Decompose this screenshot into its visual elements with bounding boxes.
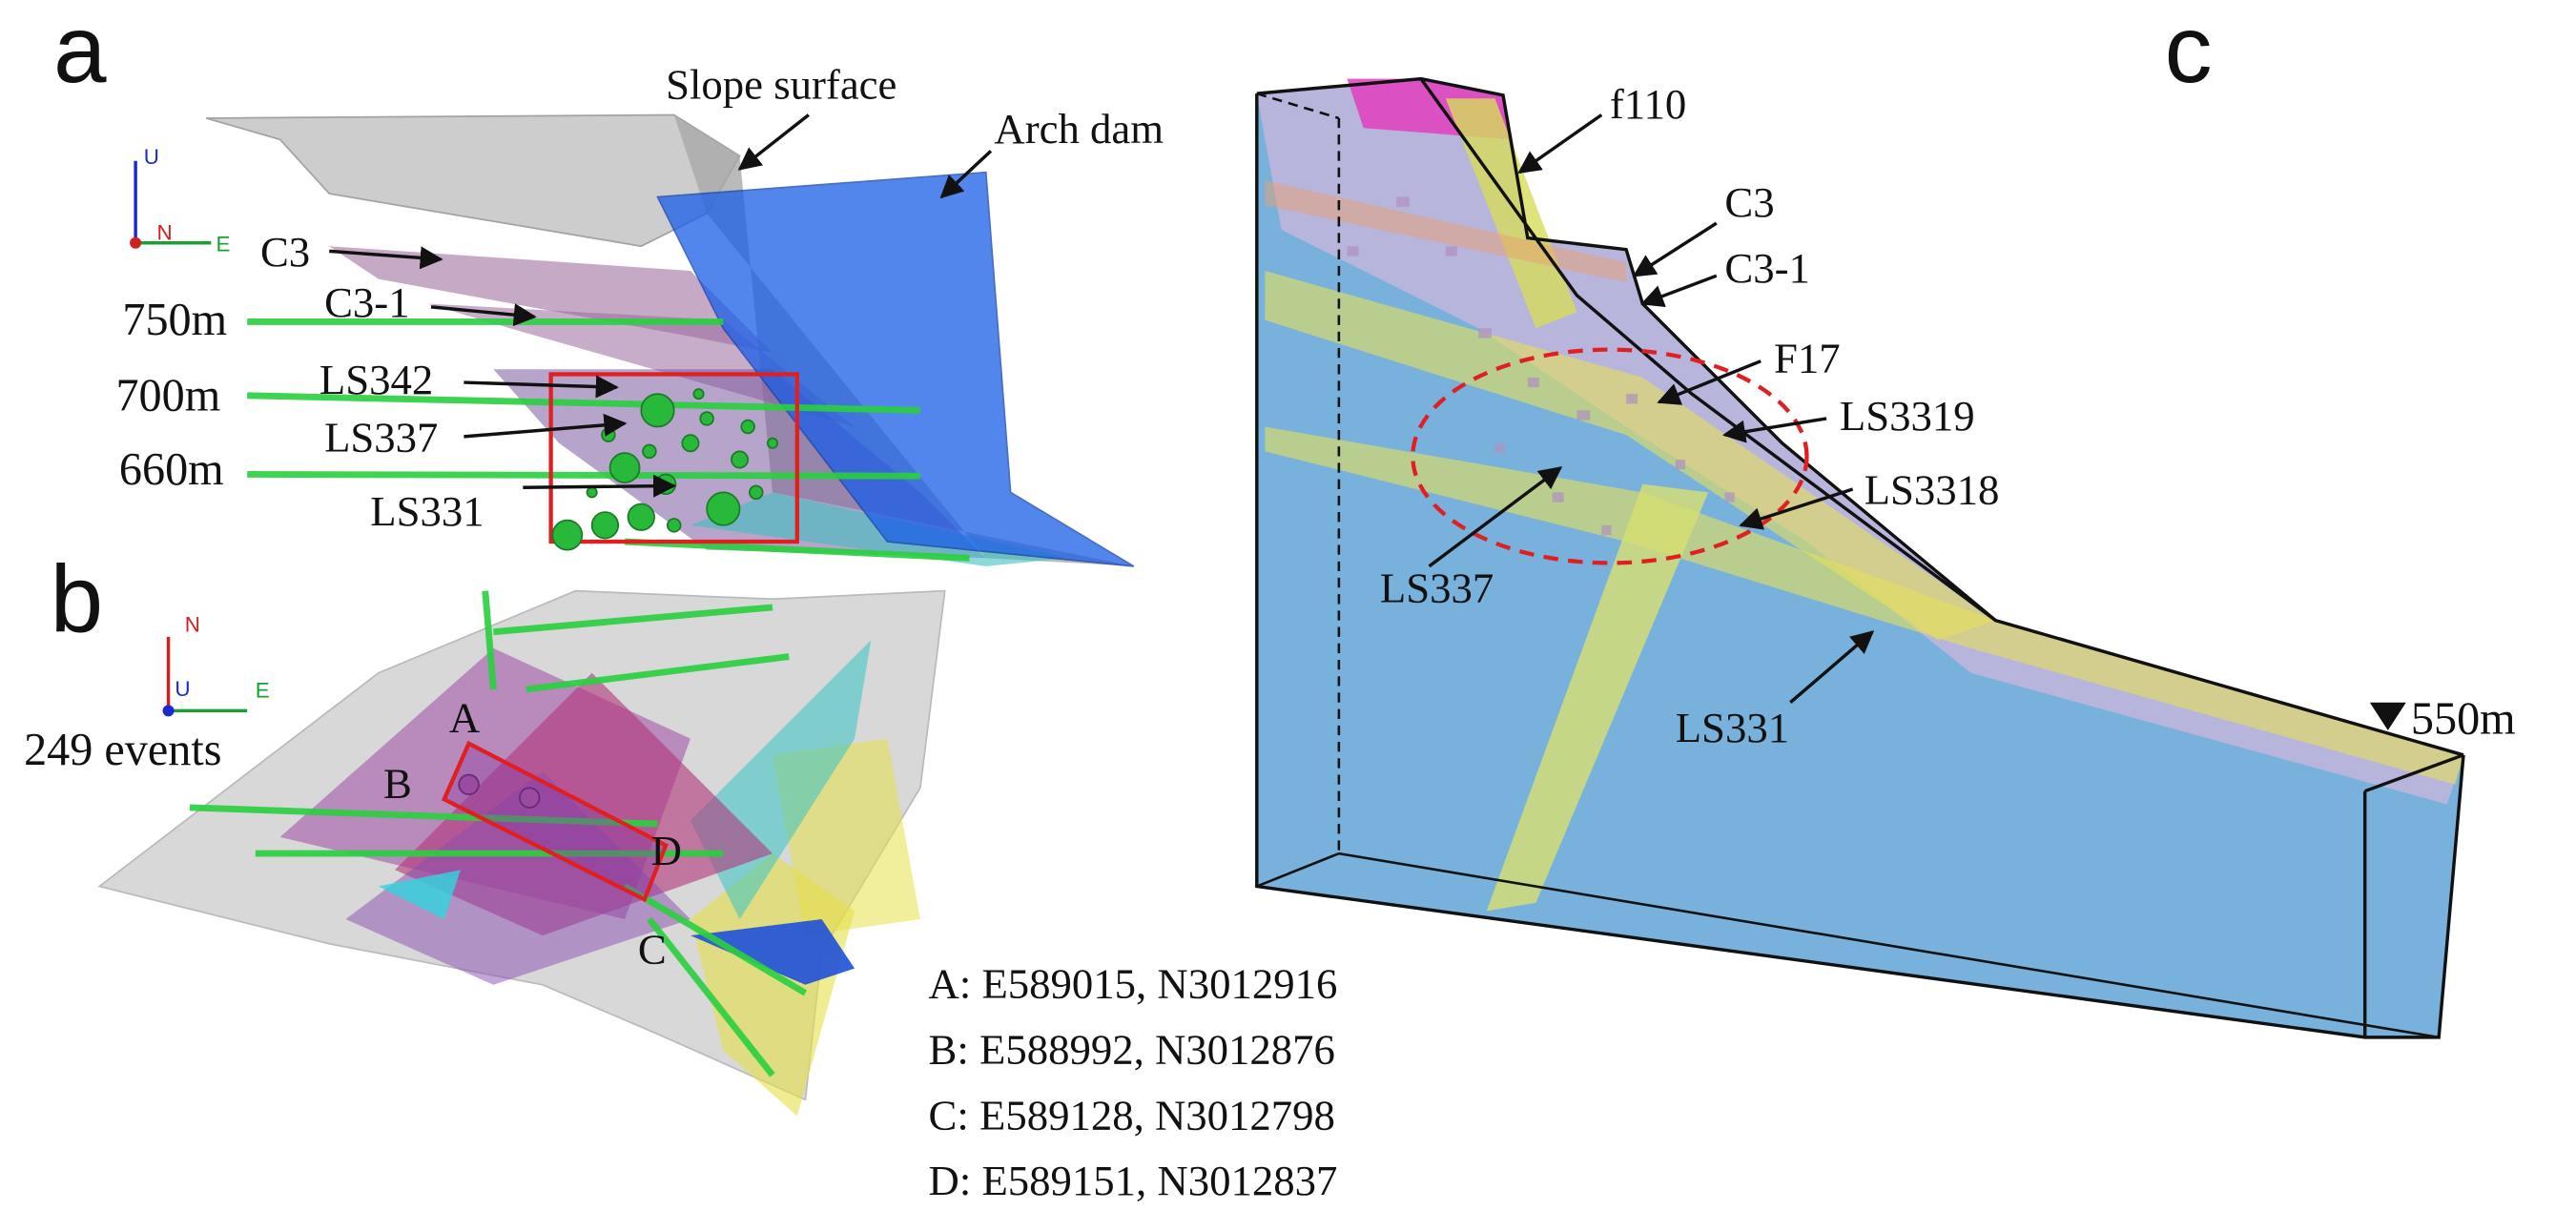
annotation: C3 bbox=[1724, 178, 1774, 226]
axis-label-e: E bbox=[216, 232, 230, 256]
annotation: f110 bbox=[1610, 80, 1686, 128]
annotation: C3-1 bbox=[1724, 244, 1810, 292]
annotation: LS331 bbox=[1676, 704, 1789, 751]
elevation-label: 700m bbox=[115, 370, 220, 421]
annotation: LS337 bbox=[324, 413, 438, 461]
point-label: B bbox=[383, 760, 412, 808]
coordinate: B: E588992, N3012876 bbox=[929, 1025, 1335, 1073]
annotation: LS3318 bbox=[1865, 465, 2000, 513]
annotation: LS331 bbox=[370, 487, 484, 535]
annotation: Slope surface bbox=[666, 60, 896, 108]
annotation: LS3319 bbox=[1840, 392, 1975, 440]
coordinate: D: E589151, N3012837 bbox=[929, 1157, 1338, 1204]
annotation: C3 bbox=[260, 228, 310, 276]
panel-c: c f110 C3 C3-1 F17 LS3319 LS3318 LS337 L… bbox=[1255, 0, 2516, 1039]
axis-label-n: N bbox=[157, 220, 173, 244]
panel-a: U N E a Slope surface Arch dam C3 C3-1 L… bbox=[53, 0, 1164, 567]
axis-label-e: E bbox=[256, 679, 270, 703]
elevation-label: 750m bbox=[122, 295, 227, 345]
panel-label: a bbox=[53, 0, 107, 103]
coordinate: A: E589015, N3012916 bbox=[929, 960, 1338, 1008]
point-label: C bbox=[638, 925, 667, 973]
panel-label: c bbox=[2165, 0, 2213, 103]
panel-label: b bbox=[51, 547, 104, 653]
annotation: Arch dam bbox=[994, 105, 1164, 153]
water-level: 550m bbox=[2411, 693, 2516, 744]
point-label: A bbox=[449, 694, 480, 742]
annotation: C3-1 bbox=[324, 278, 410, 326]
axis-label-n: N bbox=[185, 613, 200, 637]
elevation-label: 660m bbox=[119, 444, 224, 495]
annotation: LS342 bbox=[319, 356, 433, 403]
annotation: LS337 bbox=[1380, 564, 1494, 612]
event-count: 249 events bbox=[24, 725, 221, 775]
axis-label-u: U bbox=[175, 677, 190, 701]
axis-label-u: U bbox=[144, 145, 159, 169]
coordinate: C: E589128, N3012798 bbox=[929, 1091, 1335, 1139]
point-label: D bbox=[651, 827, 682, 874]
panel-b: N U E b 249 events A B C D A: E589015, N… bbox=[24, 547, 1337, 1204]
annotation: F17 bbox=[1774, 335, 1841, 382]
